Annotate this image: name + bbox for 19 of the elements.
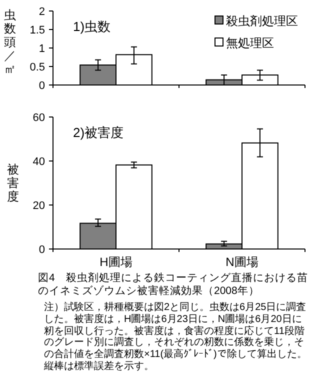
y-tick-label: 1 bbox=[38, 43, 45, 55]
text: 2)被害度 bbox=[73, 125, 124, 140]
caption: 図4 殺虫剤処理による鉄コーティング直播における苗のイネミズゾウムシ被害軽減効果（2008年） bbox=[38, 272, 308, 298]
y-tick-label: 2 bbox=[38, 6, 45, 18]
y-tick-label: 40 bbox=[32, 156, 45, 168]
y-axis-title: 虫数頭／㎡ bbox=[4, 8, 16, 76]
legend-label: 無処理区 bbox=[226, 36, 274, 50]
y-tick-label: 1.5 bbox=[30, 24, 45, 36]
x-tick-label: H圃場 bbox=[100, 255, 132, 269]
x-tick-label: N圃場 bbox=[226, 255, 258, 269]
legend-label: 殺虫剤処理区 bbox=[226, 14, 298, 28]
y-tick-label: 0.5 bbox=[30, 62, 45, 74]
y-tick-label: 20 bbox=[32, 200, 45, 212]
text: 1)虫数 bbox=[73, 19, 111, 34]
y-tick-label: 0 bbox=[38, 80, 45, 92]
text: 注）試験区，耕種概要は図2と同じ。虫数は6月25日に調査した。被害度は，H圃場は6月23日に，N圃場は6月20日に籾を回収し行った。被害度は，食害の程度に応じて11段階のグレード別に調査し，それぞれの籾数に係数を乗じ，その合計値を全調査籾数×11(最高ｸﾞﾚｰﾄﾞ)で除して算出した。縦棒は標準誤差を示す。 bbox=[44, 302, 308, 373]
y-tick-label: 0 bbox=[38, 244, 45, 256]
y-axis-title: 被害度 bbox=[7, 162, 19, 204]
y-tick-label: 60 bbox=[32, 112, 45, 124]
